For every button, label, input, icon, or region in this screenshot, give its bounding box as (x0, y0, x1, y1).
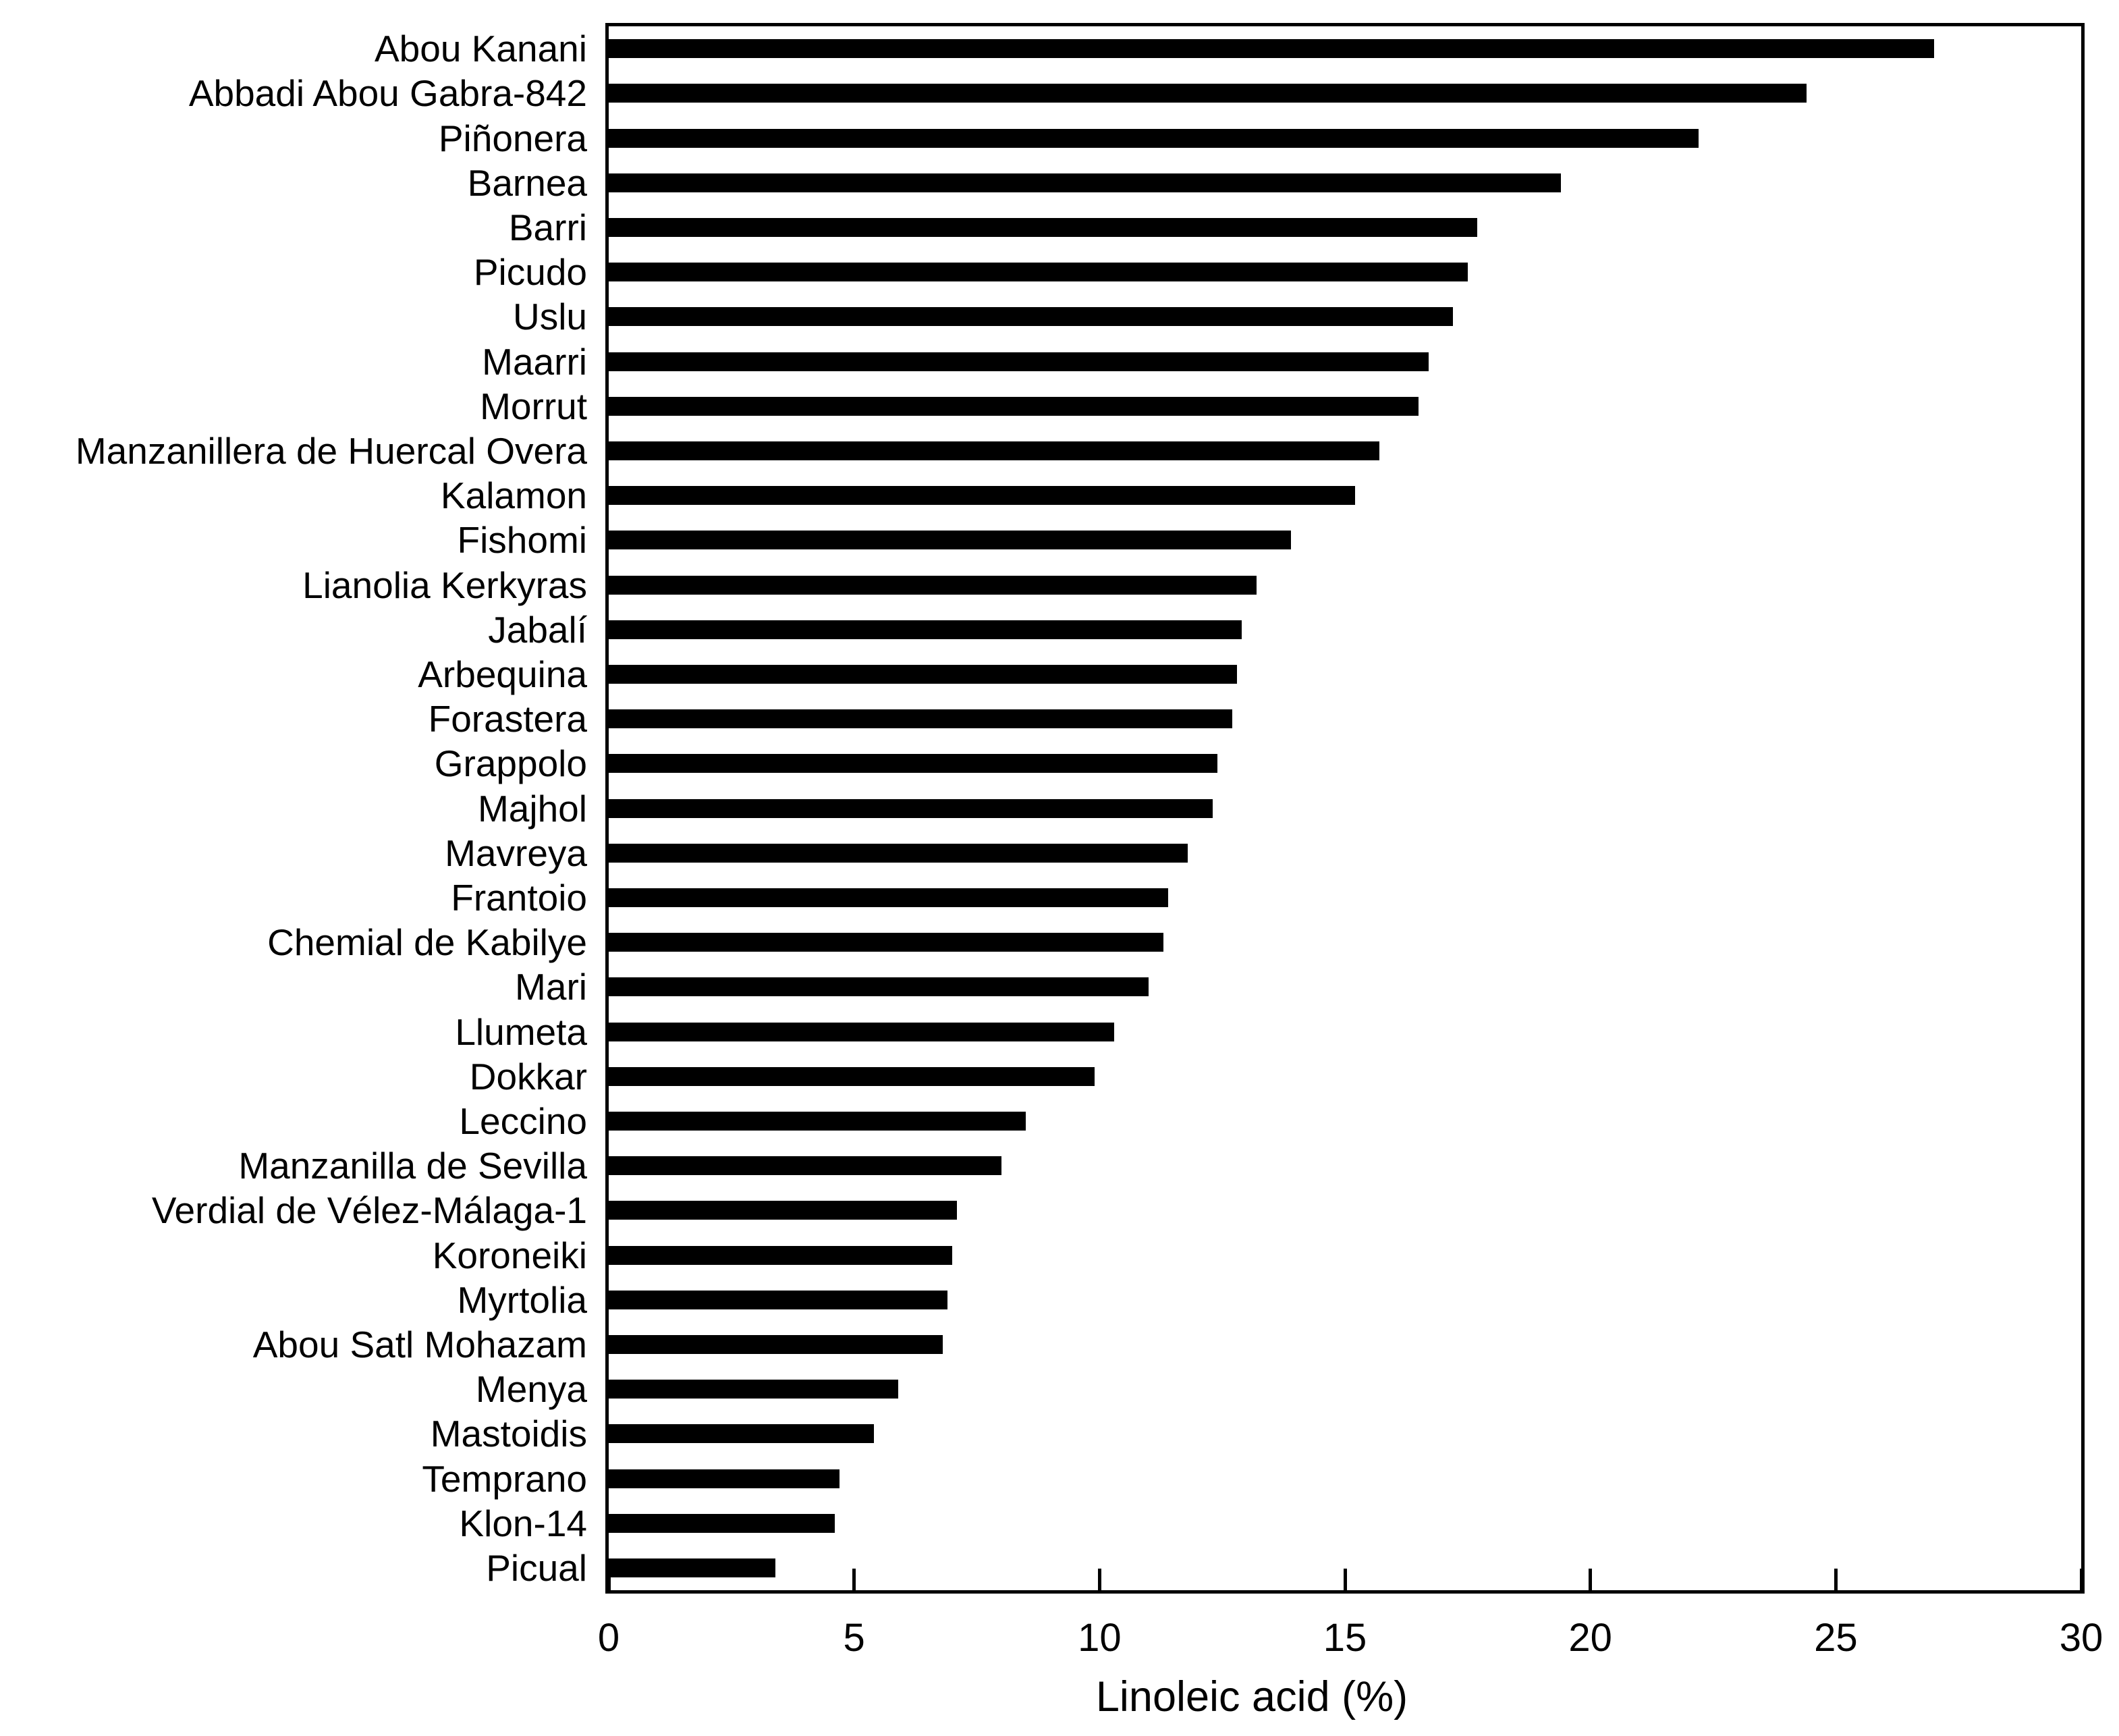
category-label: Menya (475, 1368, 587, 1411)
category-label: Mastoidis (430, 1413, 587, 1455)
bar (609, 709, 1232, 729)
category-label: Verdial de Vélez-Málaga-1 (151, 1189, 587, 1232)
bar (609, 798, 1213, 818)
bar (609, 486, 1355, 506)
category-label: Myrtolia (457, 1278, 587, 1321)
x-axis-tick-label: 0 (597, 1616, 620, 1660)
x-axis-tick-label: 10 (1078, 1616, 1122, 1660)
bar (609, 1558, 776, 1577)
category-label: Morrut (480, 385, 587, 427)
bar (609, 1245, 953, 1265)
bar (609, 664, 1237, 684)
category-label: Temprano (422, 1457, 587, 1500)
x-axis-tick-label: 25 (1814, 1616, 1858, 1660)
bar (609, 888, 1169, 907)
x-axis-tick-label: 30 (2059, 1616, 2103, 1660)
bar (609, 1424, 874, 1444)
x-axis-tick (1834, 1569, 1838, 1590)
category-label: Barnea (467, 161, 587, 204)
category-label: Jabalí (488, 608, 587, 651)
category-label: Klon-14 (459, 1502, 587, 1544)
category-label: Maarri (482, 340, 587, 383)
bar (609, 1066, 1095, 1086)
x-axis-tick (1343, 1569, 1347, 1590)
bar (609, 1156, 1001, 1176)
bar (609, 1290, 947, 1309)
bar (609, 531, 1291, 550)
category-label: Llumeta (455, 1010, 587, 1053)
bar (609, 396, 1419, 416)
category-label: Picudo (473, 251, 587, 294)
bar (609, 1513, 835, 1533)
bar (609, 352, 1429, 371)
category-label: Lianolia Kerkyras (302, 564, 587, 606)
category-label: Manzanillera de Huercal Overa (75, 429, 587, 472)
bar (609, 1469, 840, 1488)
bar (609, 307, 1453, 327)
plot-area (605, 23, 2085, 1594)
category-label: Fishomi (457, 519, 587, 562)
bar (609, 263, 1468, 282)
category-label: Abbadi Abou Gabra-842 (188, 72, 587, 115)
category-label: Abou Kanani (375, 28, 587, 70)
category-label: Chemial de Kabilye (267, 921, 587, 964)
bar (609, 1201, 958, 1220)
category-label: Mari (515, 966, 587, 1008)
category-label: Abou Satl Mohazam (252, 1323, 587, 1365)
category-label: Mavreya (445, 832, 587, 874)
bar (609, 128, 1699, 148)
category-label: Frantoio (451, 876, 587, 919)
bar (609, 1334, 943, 1354)
bar (609, 1380, 899, 1399)
category-label: Grappolo (434, 742, 587, 785)
x-axis-tick (852, 1569, 856, 1590)
bar (609, 843, 1188, 863)
bar (609, 977, 1149, 997)
bar (609, 933, 1163, 952)
x-axis-title: Linoleic acid (%) (1095, 1673, 1408, 1720)
category-label: Majhol (477, 787, 587, 830)
bar (609, 1022, 1115, 1041)
bar (609, 1111, 1026, 1131)
bar (609, 754, 1217, 774)
bar (609, 620, 1242, 639)
x-axis-tick-label: 20 (1568, 1616, 1612, 1660)
category-label: Uslu (512, 296, 587, 338)
category-label: Manzanilla de Sevilla (238, 1145, 587, 1187)
x-axis-tick-label: 5 (843, 1616, 865, 1660)
x-axis-tick (1097, 1569, 1101, 1590)
bar (609, 575, 1257, 595)
x-axis-tick (2079, 1569, 2083, 1590)
category-label: Kalamon (440, 474, 587, 517)
bar (609, 173, 1562, 192)
category-label: Leccino (459, 1100, 587, 1142)
x-axis-tick (607, 1569, 611, 1590)
category-label: Barri (508, 206, 587, 248)
category-label: Forastera (428, 698, 587, 740)
category-label: Dokkar (469, 1055, 587, 1097)
category-label: Piñonera (438, 117, 587, 159)
bar (609, 217, 1478, 237)
category-label: Koroneiki (432, 1234, 587, 1276)
x-axis-tick (1589, 1569, 1593, 1590)
x-axis-tick-label: 15 (1323, 1616, 1367, 1660)
bar (609, 84, 1807, 103)
bar (609, 441, 1379, 460)
category-label: Picual (486, 1546, 587, 1589)
category-label: Arbequina (418, 653, 587, 695)
bar (609, 39, 1934, 59)
